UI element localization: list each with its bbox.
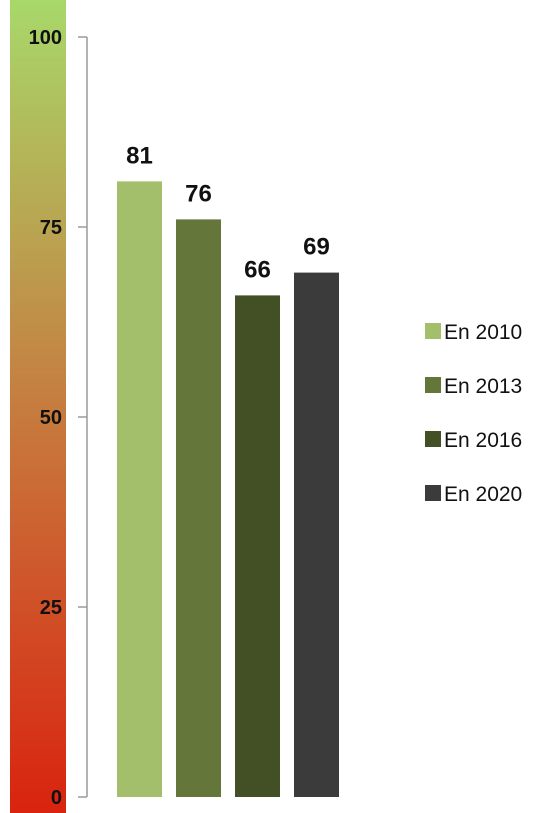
legend-label: En 2010 <box>444 321 522 344</box>
y-tick-label: 25 <box>40 597 62 619</box>
data-label: 69 <box>303 234 330 261</box>
bar <box>117 181 162 797</box>
data-label: 81 <box>126 142 153 169</box>
bars: 81 76 66 69 <box>117 142 339 798</box>
y-tick-label: 50 <box>40 407 62 429</box>
legend-label: En 2016 <box>444 429 522 452</box>
legend-swatch <box>425 377 441 393</box>
y-tick-label: 100 <box>29 27 62 49</box>
data-label: 66 <box>244 256 271 283</box>
data-label: 76 <box>185 180 212 207</box>
y-tick-label: 75 <box>40 217 62 239</box>
y-axis-ticks: 0 25 50 75 100 <box>29 27 87 809</box>
y-tick-label: 0 <box>51 787 62 809</box>
legend-label: En 2013 <box>444 375 522 398</box>
legend-swatch <box>425 485 441 501</box>
legend: En 2010 En 2013 En 2016 En 2020 <box>425 321 522 506</box>
legend-swatch <box>425 431 441 447</box>
legend-swatch <box>425 323 441 339</box>
bar <box>294 272 339 798</box>
legend-label: En 2020 <box>444 483 522 506</box>
bar <box>176 219 221 797</box>
gradient-scale-bar <box>10 0 66 813</box>
bar <box>235 295 280 797</box>
